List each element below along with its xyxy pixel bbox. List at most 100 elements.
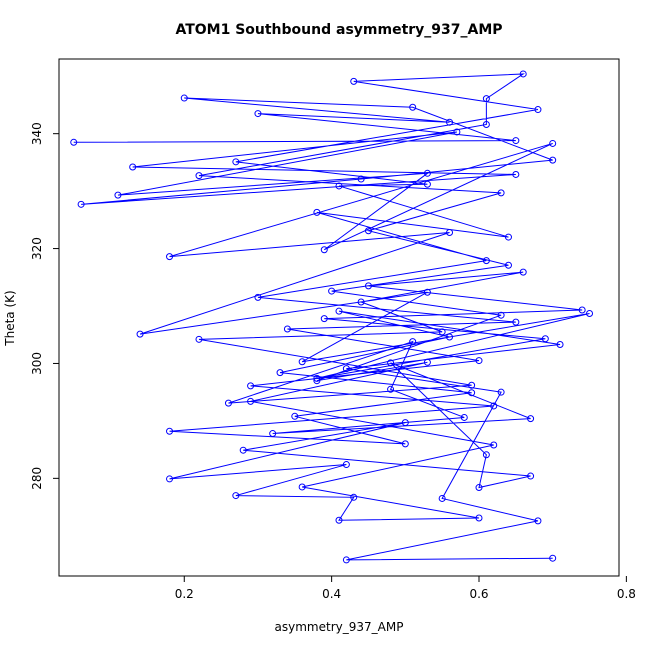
data-point	[512, 318, 520, 326]
data-point	[313, 208, 321, 216]
data-point	[70, 138, 78, 146]
data-point	[423, 288, 431, 296]
plot-area	[70, 70, 594, 564]
data-point	[195, 172, 203, 180]
data-point	[401, 419, 409, 427]
x-tick-label: 0.4	[322, 587, 341, 601]
data-point	[490, 402, 498, 410]
chart-title: ATOM1 Southbound asymmetry_937_AMP	[175, 22, 502, 38]
data-point	[342, 556, 350, 564]
x-tick-label: 0.6	[469, 587, 488, 601]
data-point	[401, 440, 409, 448]
x-axis-label: asymmetry_937_AMP	[275, 620, 404, 634]
x-tick-label: 0.2	[175, 587, 194, 601]
data-point	[482, 120, 490, 128]
data-point	[504, 233, 512, 241]
data-point	[364, 227, 372, 235]
data-point	[497, 311, 505, 319]
data-point	[335, 182, 343, 190]
data-point	[475, 514, 483, 522]
data-point	[527, 472, 535, 480]
data-point	[195, 335, 203, 343]
y-tick-label: 320	[30, 237, 44, 260]
data-point	[453, 128, 461, 136]
data-point	[556, 341, 564, 348]
data-point	[254, 110, 262, 118]
data-point	[482, 451, 490, 459]
data-point	[350, 493, 358, 501]
data-point	[313, 377, 321, 385]
data-point	[313, 374, 321, 382]
data-point	[232, 492, 240, 500]
data-point	[519, 70, 527, 78]
y-tick-label: 300	[30, 352, 44, 375]
data-point	[320, 246, 328, 254]
data-point	[549, 139, 557, 147]
data-point	[136, 330, 144, 338]
data-point	[534, 517, 542, 525]
data-point	[283, 325, 291, 333]
data-point	[335, 307, 343, 315]
data-point	[409, 103, 417, 111]
data-point	[497, 388, 505, 396]
data-point	[423, 180, 431, 188]
data-point	[328, 287, 336, 295]
data-point	[549, 156, 557, 164]
data-point	[166, 475, 174, 483]
data-point	[335, 516, 343, 524]
data-point	[387, 385, 395, 393]
x-tick-label: 0.8	[617, 587, 636, 601]
data-point	[298, 483, 306, 491]
data-point	[527, 415, 535, 423]
data-point	[468, 381, 476, 389]
data-point	[497, 189, 505, 197]
y-axis-label: Theta (K)	[3, 290, 17, 346]
data-point	[276, 369, 284, 377]
plot-border	[58, 58, 620, 577]
data-point	[166, 253, 174, 261]
data-point	[350, 77, 358, 85]
data-point	[224, 399, 232, 407]
data-point	[364, 282, 372, 290]
data-point	[490, 441, 498, 449]
data-point	[269, 430, 277, 438]
data-point	[475, 357, 483, 365]
data-point	[512, 137, 520, 145]
data-point	[357, 298, 365, 306]
data-point	[519, 268, 527, 276]
data-point	[298, 358, 306, 366]
data-point	[446, 118, 454, 126]
data-point	[475, 484, 483, 492]
data-point	[180, 94, 188, 102]
data-point	[320, 315, 328, 323]
data-point	[512, 170, 520, 178]
data-point	[534, 106, 542, 114]
data-point	[77, 200, 85, 208]
data-point	[254, 293, 262, 301]
data-point	[541, 335, 549, 343]
data-point	[482, 257, 490, 265]
data-point	[247, 397, 255, 405]
data-point	[438, 328, 446, 336]
x-axis: 0.2 0.4 0.6 0.8	[175, 576, 636, 601]
y-tick-label: 280	[30, 467, 44, 490]
data-point	[438, 494, 446, 502]
data-point	[114, 191, 122, 199]
data-point	[342, 365, 350, 373]
data-point	[291, 412, 299, 420]
data-point	[423, 169, 431, 177]
data-point	[460, 413, 468, 421]
data-point	[468, 389, 476, 397]
data-point	[166, 427, 174, 435]
data-point	[446, 333, 454, 341]
data-point	[482, 95, 490, 103]
data-point	[578, 306, 586, 314]
y-tick-label: 340	[30, 122, 44, 145]
series-line	[73, 73, 590, 561]
data-point	[586, 309, 594, 317]
data-point	[446, 228, 454, 236]
data-point	[423, 358, 431, 366]
data-point	[549, 554, 557, 562]
